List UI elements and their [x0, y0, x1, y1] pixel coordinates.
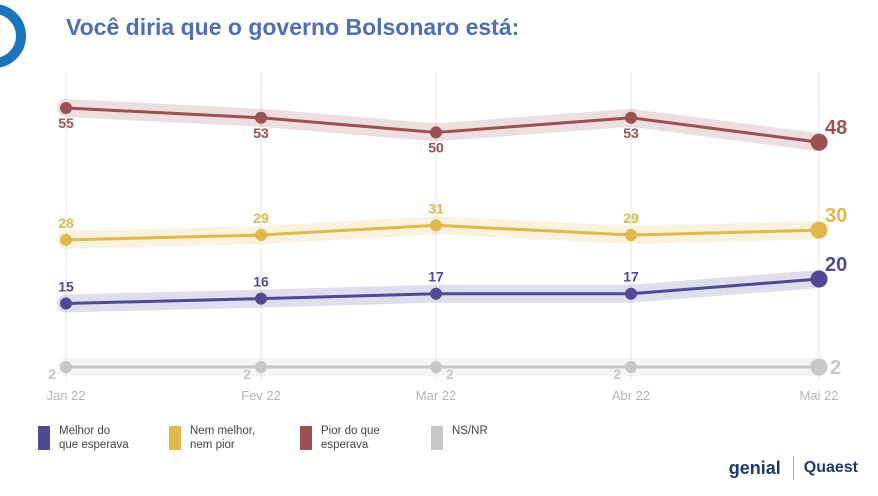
data-label: 2: [830, 357, 841, 379]
legend-label: NS/NR: [452, 425, 488, 437]
data-point: [255, 361, 267, 373]
data-label: 30: [825, 205, 847, 227]
data-point: [810, 270, 828, 288]
legend-swatch: [38, 426, 50, 450]
brand-logos: genial Quaest: [729, 456, 858, 480]
data-point: [430, 126, 442, 139]
data-label: 31: [428, 200, 444, 216]
data-label: 29: [623, 210, 639, 226]
data-label: 15: [58, 278, 74, 294]
data-label: 17: [428, 269, 444, 285]
data-point: [60, 102, 72, 114]
data-label: 20: [825, 254, 847, 276]
data-label: 2: [446, 366, 454, 382]
line-chart: Jan 22 Fev 22 Mar 22 Abr 22 Mai 22 55 53 50 53 48…: [46, 72, 847, 403]
x-tick-label: Mai 22: [799, 388, 838, 403]
legend-item-nem: Nem melhor, nem pior: [169, 424, 280, 452]
legend: Melhor do que esperava Nem melhor, nem p…: [38, 424, 562, 452]
legend-label: Melhor do que esperava: [59, 425, 129, 451]
data-label: 50: [428, 139, 444, 155]
x-tick-label: Fev 22: [241, 388, 281, 403]
data-label: 48: [825, 117, 847, 139]
data-point: [810, 221, 828, 239]
data-label: 28: [58, 215, 74, 231]
data-label: 2: [48, 366, 56, 382]
data-point: [625, 229, 637, 242]
legend-label: Nem melhor, nem pior: [190, 425, 256, 451]
data-point: [810, 358, 828, 376]
data-point: [255, 229, 267, 242]
data-point: [255, 292, 267, 305]
data-point: [625, 287, 637, 300]
x-tick-label: Mar 22: [416, 388, 456, 403]
data-point: [810, 133, 828, 151]
data-label: 2: [613, 366, 621, 382]
data-point: [255, 111, 267, 124]
legend-item-nsnr: NS/NR: [431, 424, 542, 452]
data-label: 16: [253, 274, 269, 290]
legend-swatch: [300, 426, 312, 450]
data-point: [60, 361, 72, 373]
data-point: [625, 111, 637, 124]
legend-swatch: [431, 426, 443, 450]
data-label: 2: [243, 366, 251, 382]
data-label: 53: [253, 125, 269, 141]
data-label: 55: [58, 115, 74, 131]
data-point: [430, 287, 442, 300]
quaest-logo: Quaest: [803, 459, 858, 476]
x-tick-label: Jan 22: [46, 388, 85, 403]
chart-title: Você diria que o governo Bolsonaro está:: [66, 14, 520, 40]
legend-item-melhor: Melhor do que esperava: [38, 424, 149, 452]
legend-swatch: [169, 426, 181, 450]
genial-logo: genial: [728, 457, 781, 478]
data-label: 17: [623, 269, 639, 285]
data-label: 53: [623, 125, 639, 141]
data-point: [625, 361, 637, 373]
data-label: 29: [253, 210, 269, 226]
brand-divider: [792, 456, 794, 480]
data-point: [430, 219, 442, 232]
data-point: [430, 361, 442, 373]
data-point: [60, 297, 72, 310]
legend-label: Pior do que esperava: [321, 425, 380, 451]
legend-item-pior: Pior do que esperava: [300, 424, 411, 452]
data-point: [60, 233, 72, 246]
x-tick-label: Abr 22: [612, 388, 650, 403]
